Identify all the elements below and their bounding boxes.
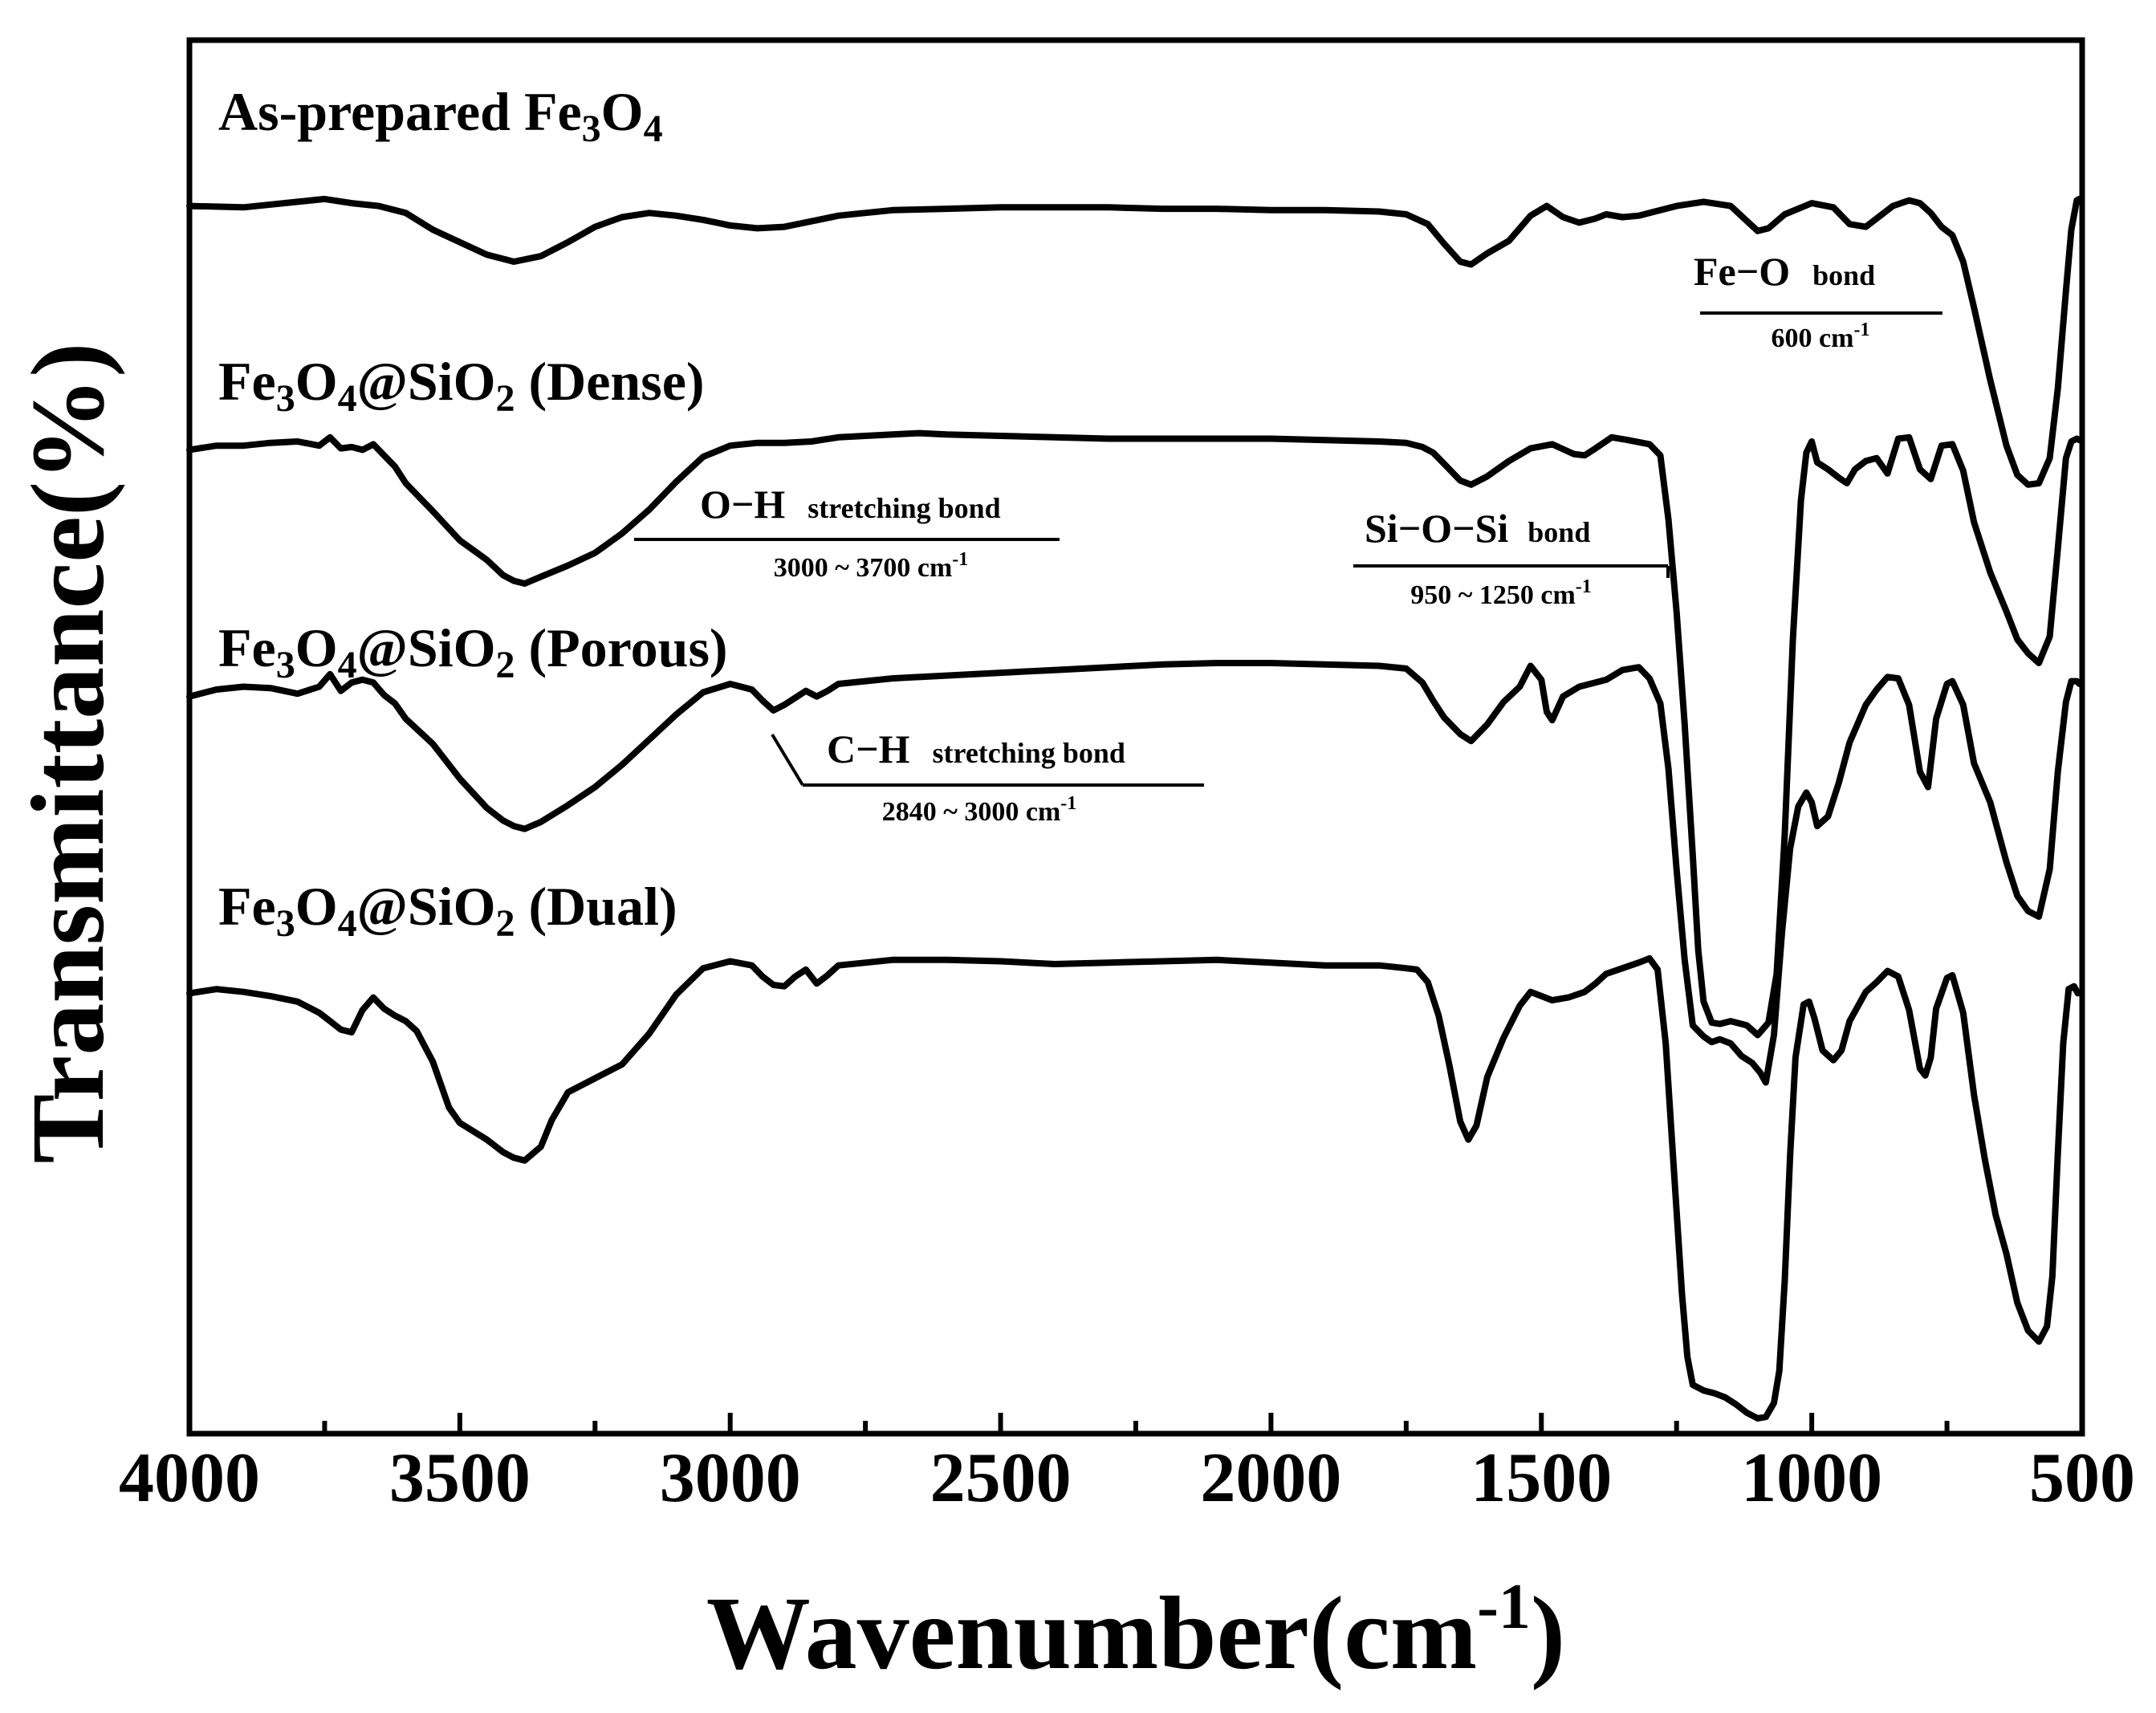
x-tick-label-3000: 3000 [660,1439,801,1517]
y-axis-title: Transmittance(%) [10,343,126,1164]
x-tick-label-4000: 4000 [119,1439,260,1517]
x-tick-label-2500: 2500 [930,1439,1072,1517]
x-axis-tick-labels: 4000 3500 3000 2500 2000 1500 1000 500 [119,1439,2135,1517]
series-line-1 [186,195,2083,488]
x-tick-label-3500: 3500 [389,1439,531,1517]
annotation-o-h: O−H stretching bond 3000 ~ 3700 cm-1 [634,482,1060,583]
x-tick-label-2000: 2000 [1200,1439,1341,1517]
series-line-3 [186,660,2083,1086]
series-label-3: Fe3O4@SiO2 (Porous) [218,617,728,686]
x-axis-ticks [187,1413,2085,1434]
annotation-si-o-si-label: Si−O−Si bond [1365,506,1590,551]
series-label-4: Fe3O4@SiO2 (Dual) [218,876,677,945]
series-labels: As-prepared Fe3O4 Fe3O4@SiO2 (Dense) Fe3O4… [218,81,728,945]
x-tick-label-500: 500 [2029,1439,2135,1517]
annotation-fe-o: Fe−O bond 600 cm-1 [1694,249,1942,353]
annotation-o-h-label: O−H stretching bond [700,482,1001,527]
x-tick-label-1000: 1000 [1741,1439,1882,1517]
annotation-fe-o-range: 600 cm-1 [1772,319,1870,353]
x-axis-title: Wavenumber(cm-1) [706,1572,1565,1691]
series-group [186,195,2083,1422]
series-line-2 [186,429,2083,1039]
annotation-c-h-leader [771,733,804,787]
annotation-fe-o-label: Fe−O bond [1694,249,1875,294]
annotation-si-o-si-range: 950 ~ 1250 cm-1 [1410,576,1592,610]
x-tick-label-1500: 1500 [1471,1439,1612,1517]
series-line-4 [186,955,2081,1422]
annotation-o-h-range: 3000 ~ 3700 cm-1 [774,549,969,583]
annotation-c-h-label: C−H stretching bond [827,726,1125,771]
annotation-c-h: C−H stretching bond 2840 ~ 3000 cm-1 [771,726,1204,827]
annotations: Fe−O bond 600 cm-1 O−H stretching bond 3000 ~… [634,249,1942,827]
series-label-2: Fe3O4@SiO2 (Dense) [218,351,705,420]
annotation-si-o-si: Si−O−Si bond 950 ~ 1250 cm-1 [1353,506,1670,610]
annotation-c-h-range: 2840 ~ 3000 cm-1 [882,793,1077,827]
series-label-1: As-prepared Fe3O4 [218,81,663,150]
